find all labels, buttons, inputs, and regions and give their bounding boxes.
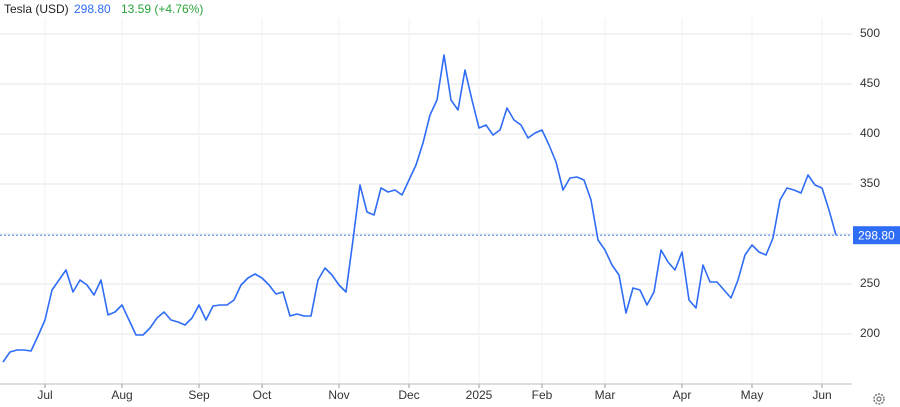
stock-change: 13.59 (+4.76%) — [121, 2, 203, 16]
x-tick-label: Oct — [253, 388, 272, 402]
settings-icon[interactable] — [873, 393, 885, 405]
x-tick-label: Feb — [532, 388, 553, 402]
x-tick-label: Nov — [328, 388, 349, 402]
y-tick-label: 250 — [860, 276, 880, 290]
x-tick-label: Apr — [673, 388, 692, 402]
last-price-label: 298.80 — [858, 228, 895, 242]
x-tick-label: Jul — [37, 388, 52, 402]
y-tick-label: 450 — [860, 76, 880, 90]
x-tick-label: Mar — [595, 388, 616, 402]
x-tick-label: Dec — [398, 388, 419, 402]
y-tick-label: 500 — [860, 26, 880, 40]
last-price-box — [853, 226, 900, 245]
y-tick-label: 400 — [860, 126, 880, 140]
x-tick-label: Sep — [188, 388, 210, 402]
y-tick-label: 350 — [860, 176, 880, 190]
x-tick-label: Jun — [812, 388, 831, 402]
x-tick-label: 2025 — [466, 388, 493, 402]
stock-name: Tesla (USD) — [4, 2, 69, 16]
x-tick-label: Aug — [111, 388, 132, 402]
y-tick-label: 200 — [860, 326, 880, 340]
stock-price: 298.80 — [74, 2, 111, 16]
x-tick-label: May — [741, 388, 764, 402]
price-line — [2, 54, 837, 363]
